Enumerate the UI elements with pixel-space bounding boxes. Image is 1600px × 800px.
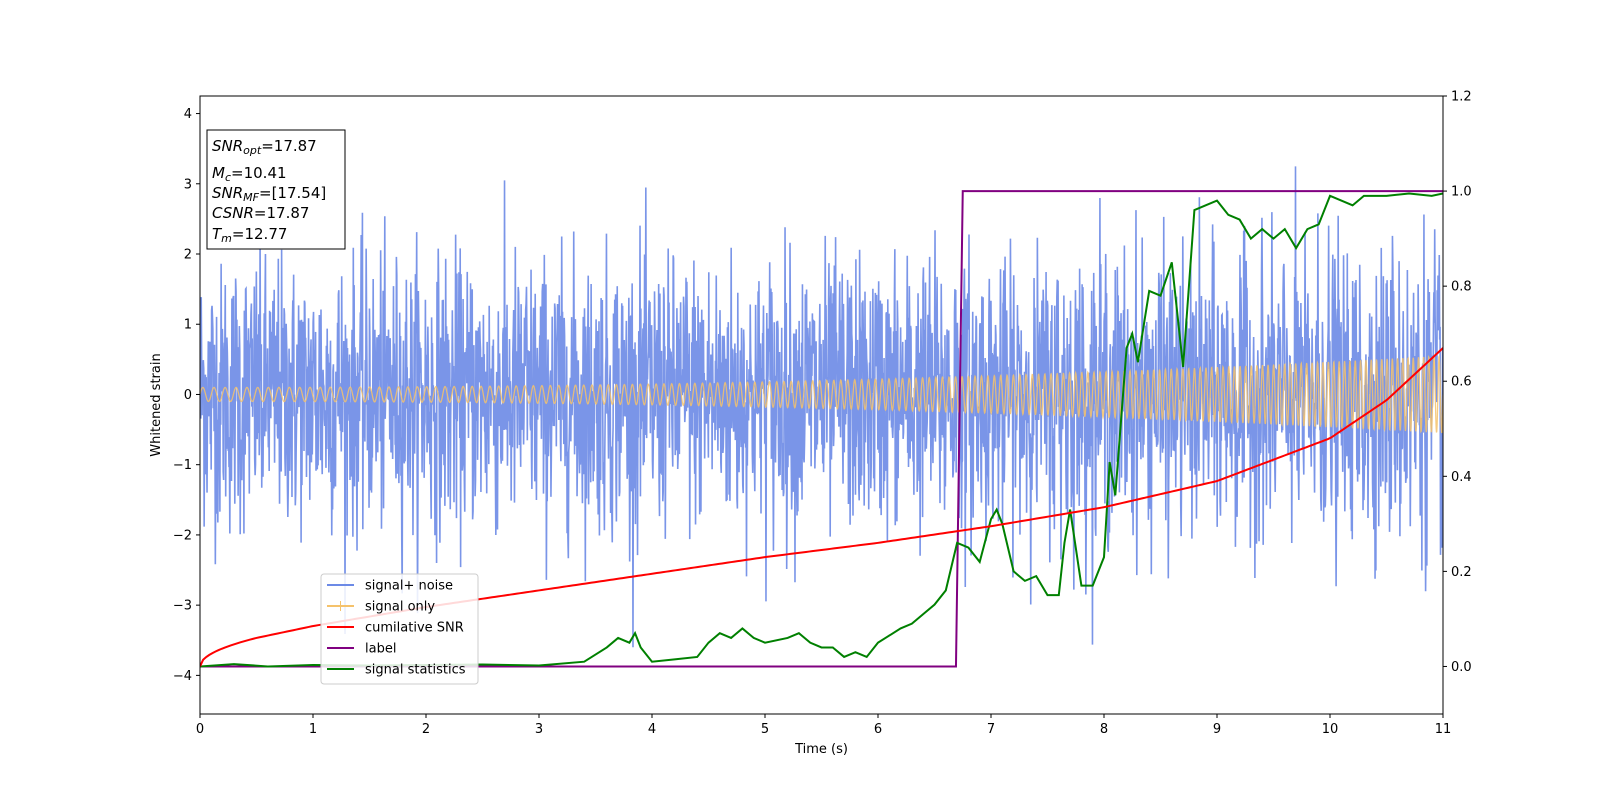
series-line-signal-statistics — [200, 192, 1443, 668]
y-left-tick-label: −4 — [173, 669, 192, 684]
legend-label-2: signal only — [365, 600, 435, 615]
info-snr-mf: SNRMF=[17.54] — [212, 184, 326, 204]
info-mc-value: 10.41 — [244, 164, 287, 182]
y-left-tick-label: 4 — [184, 107, 192, 122]
y-axis-right: 0.0 0.2 0.4 0.6 0.8 1.0 1.2 — [1443, 90, 1472, 675]
legend-label-5: signal statistics — [365, 663, 466, 678]
x-tick-label: 6 — [874, 722, 882, 737]
y-left-tick-label: 0 — [184, 388, 192, 403]
x-tick-label: 1 — [309, 722, 317, 737]
x-tick-label: 9 — [1213, 722, 1221, 737]
x-tick-label: 8 — [1100, 722, 1108, 737]
series-line-signal-only — [200, 354, 1443, 434]
legend-label-1: signal+ noise — [365, 579, 453, 594]
y-left-tick-label: −2 — [173, 528, 192, 543]
y-right-tick-label: 1.2 — [1451, 90, 1472, 105]
plot-area — [200, 166, 1443, 668]
y-left-tick-label: −3 — [173, 599, 192, 614]
x-tick-label: 2 — [422, 722, 430, 737]
legend: signal+ noise signal only cumilative SNR la… — [320, 573, 479, 685]
legend-label-4: label — [365, 642, 396, 657]
x-tick-label: 7 — [987, 722, 995, 737]
plot-frame — [199, 95, 1444, 715]
info-box: SNRopt=17.87 Mc=10.41 SNRMF=[17.54] CSNR… — [206, 129, 346, 250]
legend-frame — [320, 573, 479, 685]
y-left-tick-label: 1 — [184, 318, 192, 333]
y-axis-left: −4 −3 −2 −1 0 1 2 3 4 — [173, 107, 200, 684]
y-right-tick-label: 0.6 — [1451, 375, 1472, 390]
y-right-tick-label: 0.2 — [1451, 565, 1472, 580]
x-axis-label: Time (s) — [794, 742, 848, 757]
y-axis-label: Whitened strain — [149, 353, 164, 456]
y-left-tick-label: 3 — [184, 177, 192, 192]
info-snr-mf-value: [17.54] — [272, 184, 327, 202]
info-mc: Mc=10.41 — [212, 164, 287, 184]
info-snr-opt-value: 17.87 — [274, 137, 317, 155]
x-tick-label: 5 — [761, 722, 769, 737]
y-left-tick-label: −1 — [173, 458, 192, 473]
info-box-frame — [206, 129, 346, 250]
legend-label-3: cumilative SNR — [365, 621, 464, 636]
y-right-tick-label: 1.0 — [1451, 185, 1472, 200]
x-tick-label: 3 — [535, 722, 543, 737]
y-left-tick-label: 2 — [184, 248, 192, 263]
info-csnr: CSNR=17.87 — [212, 204, 309, 222]
y-right-tick-label: 0.4 — [1451, 470, 1472, 485]
info-tm: Tm=12.77 — [212, 225, 287, 245]
series-line-label — [200, 190, 1443, 668]
y-right-tick-label: 0.8 — [1451, 280, 1472, 295]
info-snr-opt: SNRopt=17.87 — [212, 137, 317, 157]
x-tick-label: 0 — [196, 722, 204, 737]
info-tm-value: 12.77 — [244, 225, 287, 243]
x-axis: 0 1 2 3 4 5 6 7 8 9 10 11 — [196, 714, 1451, 737]
x-tick-label: 4 — [648, 722, 656, 737]
y-right-tick-label: 0.0 — [1451, 660, 1472, 675]
info-csnr-value: 17.87 — [267, 204, 310, 222]
x-tick-label: 11 — [1435, 722, 1452, 737]
x-tick-label: 10 — [1322, 722, 1339, 737]
